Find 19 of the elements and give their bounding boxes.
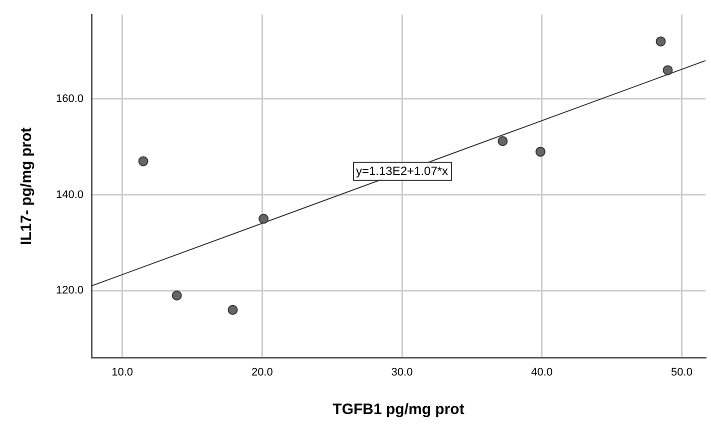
point (228, 304, 238, 315)
x-tick-label: 30.0 (391, 366, 413, 378)
x-tick-label: 50.0 (671, 366, 692, 378)
point (498, 136, 508, 146)
annotation: y=1.13E2+1.07*x (356, 164, 448, 178)
x-axis-title: TGFB1 pg/mg prot (332, 401, 464, 418)
x-tick-label: 10.0 (112, 366, 134, 378)
point (172, 290, 182, 300)
y-tick-label: 140.0 (56, 188, 84, 201)
point (662, 65, 673, 76)
y-tick-label: 160.0 (56, 92, 84, 105)
point (656, 36, 666, 46)
x-tick-label: 40.0 (531, 366, 553, 378)
x-tick-label: 20.0 (251, 366, 273, 378)
y-axis-title: IL17- pg/mg prot (18, 127, 36, 245)
point (138, 156, 148, 166)
y-tick-label: 120.0 (56, 284, 84, 297)
point (535, 146, 546, 157)
point (258, 214, 269, 224)
